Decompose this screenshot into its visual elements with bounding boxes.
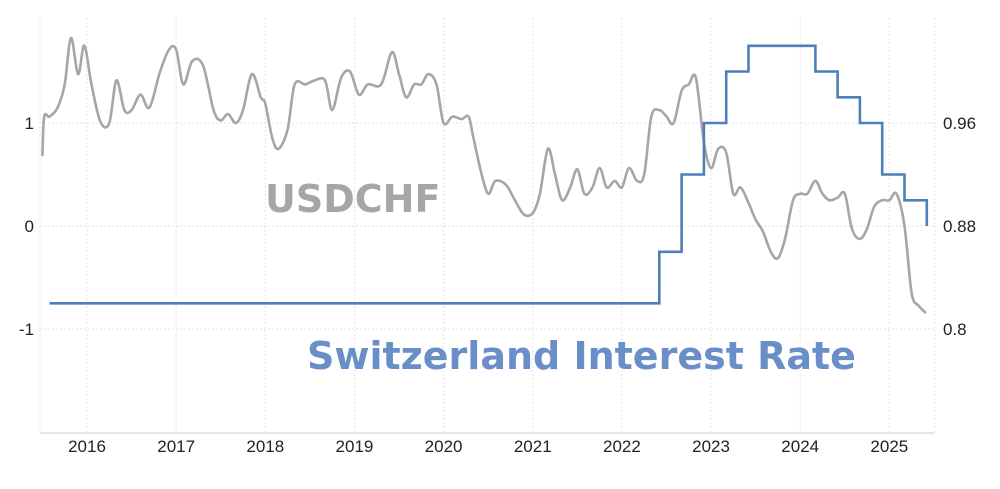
right-y-tick-label: 0.96 <box>943 114 976 133</box>
left-axis-ticks: 1 0 -1 <box>19 114 34 339</box>
x-tick-label: 2025 <box>870 437 908 456</box>
interest-rate-series-line <box>49 44 929 305</box>
left-y-tick-label: 1 <box>25 114 34 133</box>
x-tick-label: 2017 <box>157 437 195 456</box>
usdchf-series-line <box>41 36 927 314</box>
interest-rate-series-label: Switzerland Interest Rate <box>307 334 856 378</box>
x-tick-label: 2018 <box>246 437 284 456</box>
x-tick-label: 2024 <box>781 437 819 456</box>
x-axis-ticks: 2016 2017 2018 2019 2020 2021 2022 2023 2024 2025 <box>68 437 908 456</box>
right-y-tick-label: 0.88 <box>943 217 976 236</box>
x-tick-label: 2023 <box>692 437 730 456</box>
x-tick-label: 2021 <box>514 437 552 456</box>
left-y-tick-label: 0 <box>25 217 34 236</box>
x-tick-label: 2019 <box>336 437 374 456</box>
x-tick-label: 2016 <box>68 437 106 456</box>
left-y-tick-label: -1 <box>19 320 34 339</box>
right-axis-ticks: 0.96 0.88 0.8 <box>943 114 976 339</box>
usdchf-series-label: USDCHF <box>265 177 440 221</box>
right-y-tick-label: 0.8 <box>943 320 967 339</box>
x-tick-label: 2022 <box>603 437 641 456</box>
x-tick-label: 2020 <box>425 437 463 456</box>
